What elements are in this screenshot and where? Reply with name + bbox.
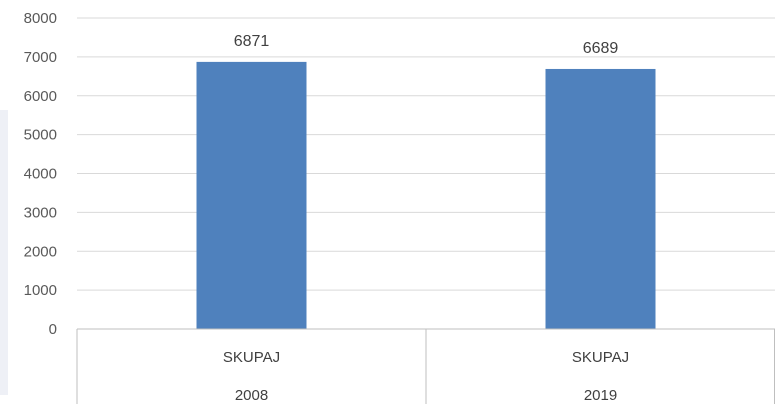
x-group-label: 2019 — [584, 387, 617, 404]
y-tick-label: 0 — [49, 321, 57, 338]
left-edge-strip — [0, 110, 8, 395]
data-label: 6871 — [234, 33, 270, 50]
bars — [196, 61, 656, 330]
bar — [196, 61, 307, 330]
y-tick-label: 4000 — [24, 166, 57, 183]
y-tick-label: 8000 — [24, 10, 57, 27]
data-labels: 6871 6689 — [234, 33, 619, 57]
y-tick-label: 7000 — [24, 49, 57, 66]
y-tick-label: 5000 — [24, 127, 57, 144]
y-tick-label: 1000 — [24, 282, 57, 299]
y-axis: 0 1000 2000 3000 4000 5000 6000 7000 8000 — [24, 10, 57, 338]
x-category-label: SKUPAJ — [223, 349, 280, 366]
y-tick-label: 3000 — [24, 204, 57, 221]
x-category-label: SKUPAJ — [572, 349, 629, 366]
bar — [545, 68, 656, 330]
y-tick-label: 2000 — [24, 243, 57, 260]
y-tick-label: 6000 — [24, 88, 57, 105]
gridlines — [77, 17, 775, 291]
x-group-label: 2008 — [235, 387, 268, 404]
data-label: 6689 — [583, 40, 619, 57]
x-axis: SKUPAJ 2008 SKUPAJ 2019 — [76, 328, 775, 404]
